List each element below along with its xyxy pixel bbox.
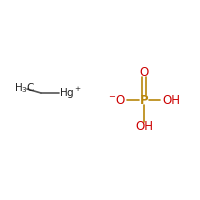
Text: $^{-}$O: $^{-}$O [108,94,126,106]
Text: H$_3$C: H$_3$C [14,81,36,95]
Text: O: O [139,66,149,79]
Text: Hg$^+$: Hg$^+$ [59,85,82,101]
Text: P: P [140,94,148,106]
Text: OH: OH [163,94,181,106]
Text: OH: OH [135,120,153,134]
